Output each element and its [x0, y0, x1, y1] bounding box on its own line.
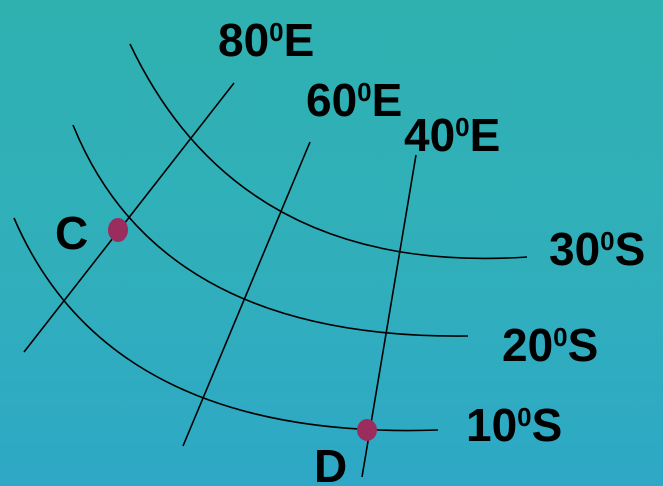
point-c-label: C — [55, 207, 89, 259]
parallel-30s-label: 300S — [549, 223, 646, 275]
meridian-80e-label: 800E — [218, 14, 315, 66]
parallel-10s-line — [13, 217, 439, 432]
parallel-20s-label: 200S — [502, 319, 599, 371]
point-d-label: D — [314, 440, 348, 486]
meridian-60e-label: 600E — [306, 74, 403, 126]
meridian-60e-line — [182, 141, 311, 447]
parallel-20s-line — [72, 124, 469, 337]
point-d-marker — [357, 419, 377, 441]
meridian-40e-label: 400E — [404, 109, 501, 161]
meridian-80e-line — [23, 82, 235, 353]
point-c-marker — [108, 218, 128, 242]
parallel-30s-line — [129, 43, 528, 260]
parallel-10s-label: 100S — [466, 399, 563, 451]
